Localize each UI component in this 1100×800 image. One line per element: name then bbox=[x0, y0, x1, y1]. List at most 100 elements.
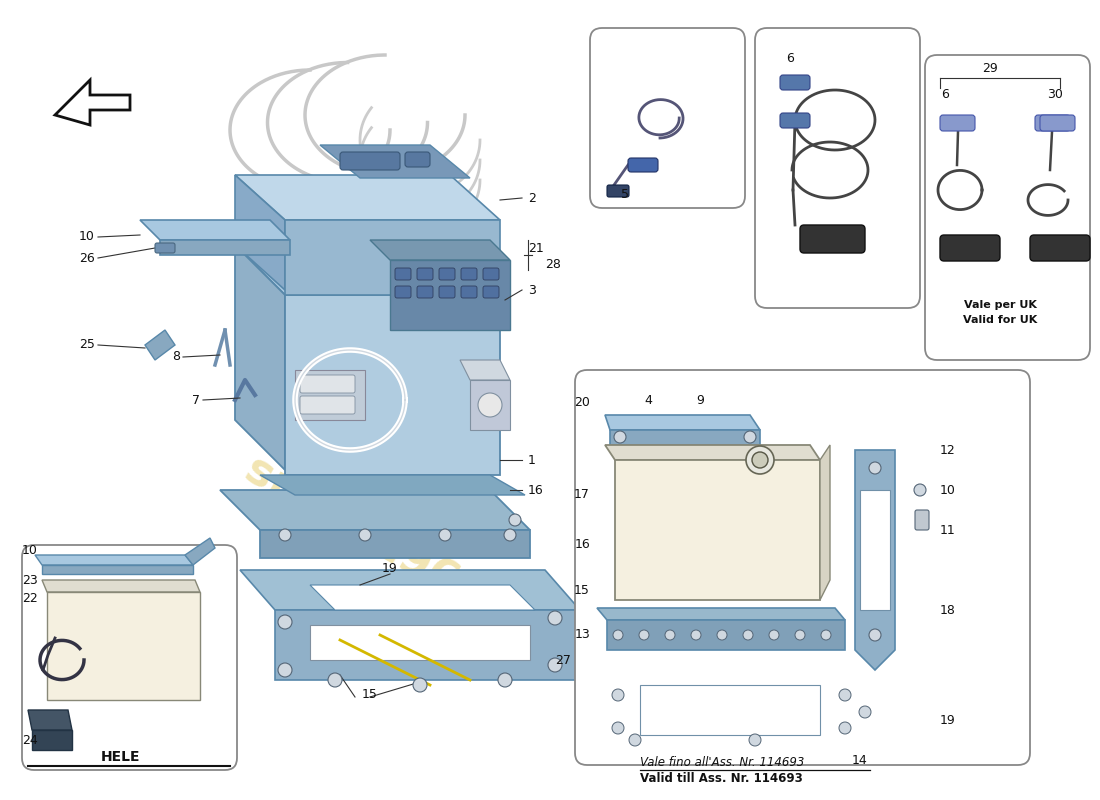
Polygon shape bbox=[32, 730, 72, 750]
FancyBboxPatch shape bbox=[483, 286, 499, 298]
Circle shape bbox=[795, 630, 805, 640]
FancyBboxPatch shape bbox=[405, 152, 430, 167]
Polygon shape bbox=[47, 592, 200, 700]
Polygon shape bbox=[310, 625, 530, 660]
Text: 29: 29 bbox=[982, 62, 998, 74]
Polygon shape bbox=[240, 570, 580, 610]
Polygon shape bbox=[42, 580, 200, 592]
FancyBboxPatch shape bbox=[575, 370, 1030, 765]
Polygon shape bbox=[640, 685, 820, 735]
Circle shape bbox=[612, 689, 624, 701]
Polygon shape bbox=[28, 710, 72, 730]
Circle shape bbox=[278, 615, 292, 629]
Text: 6: 6 bbox=[942, 89, 949, 102]
Polygon shape bbox=[235, 175, 285, 290]
Polygon shape bbox=[285, 220, 500, 295]
Polygon shape bbox=[607, 620, 845, 650]
Circle shape bbox=[629, 734, 641, 746]
Text: 26: 26 bbox=[79, 251, 95, 265]
FancyBboxPatch shape bbox=[395, 286, 411, 298]
Text: 30: 30 bbox=[1047, 89, 1063, 102]
Text: 23: 23 bbox=[22, 574, 38, 586]
Text: 24: 24 bbox=[22, 734, 38, 746]
Polygon shape bbox=[285, 295, 500, 475]
FancyBboxPatch shape bbox=[940, 115, 975, 131]
Polygon shape bbox=[160, 240, 290, 255]
Text: 🐎: 🐎 bbox=[277, 285, 443, 555]
Text: 25: 25 bbox=[79, 338, 95, 351]
Text: 15: 15 bbox=[574, 583, 590, 597]
Text: Valid till Ass. Nr. 114693: Valid till Ass. Nr. 114693 bbox=[640, 771, 803, 785]
Text: 8: 8 bbox=[172, 350, 180, 363]
Polygon shape bbox=[370, 240, 510, 260]
Circle shape bbox=[328, 673, 342, 687]
Polygon shape bbox=[820, 445, 830, 600]
Text: 15: 15 bbox=[362, 689, 378, 702]
Polygon shape bbox=[260, 475, 525, 495]
Circle shape bbox=[691, 630, 701, 640]
Text: 14: 14 bbox=[852, 754, 868, 766]
Circle shape bbox=[744, 431, 756, 443]
FancyBboxPatch shape bbox=[1035, 115, 1070, 131]
FancyBboxPatch shape bbox=[340, 152, 400, 170]
Text: 13: 13 bbox=[574, 629, 590, 642]
Circle shape bbox=[439, 529, 451, 541]
Polygon shape bbox=[855, 450, 895, 670]
Polygon shape bbox=[605, 678, 880, 748]
Text: 12: 12 bbox=[940, 443, 956, 457]
Text: 10: 10 bbox=[79, 230, 95, 243]
Polygon shape bbox=[470, 380, 510, 430]
FancyBboxPatch shape bbox=[483, 268, 499, 280]
Polygon shape bbox=[42, 565, 192, 574]
Circle shape bbox=[498, 673, 512, 687]
Circle shape bbox=[749, 734, 761, 746]
Polygon shape bbox=[235, 245, 285, 470]
Circle shape bbox=[839, 689, 851, 701]
Circle shape bbox=[869, 462, 881, 474]
Text: 19: 19 bbox=[940, 714, 956, 726]
Text: 10: 10 bbox=[940, 483, 956, 497]
FancyBboxPatch shape bbox=[417, 268, 433, 280]
Circle shape bbox=[769, 630, 779, 640]
FancyBboxPatch shape bbox=[417, 286, 433, 298]
Polygon shape bbox=[140, 220, 290, 240]
Circle shape bbox=[752, 452, 768, 468]
FancyBboxPatch shape bbox=[590, 28, 745, 208]
FancyBboxPatch shape bbox=[780, 75, 810, 90]
FancyBboxPatch shape bbox=[461, 268, 477, 280]
Text: 19: 19 bbox=[382, 562, 398, 574]
Polygon shape bbox=[615, 460, 820, 600]
FancyBboxPatch shape bbox=[300, 375, 355, 393]
Circle shape bbox=[412, 678, 427, 692]
Text: 5: 5 bbox=[621, 189, 629, 202]
Circle shape bbox=[548, 658, 562, 672]
Polygon shape bbox=[235, 245, 500, 295]
Text: 6: 6 bbox=[786, 51, 794, 65]
FancyBboxPatch shape bbox=[755, 28, 920, 308]
Polygon shape bbox=[460, 360, 510, 380]
Circle shape bbox=[614, 431, 626, 443]
Text: 22: 22 bbox=[22, 591, 38, 605]
Text: 9: 9 bbox=[696, 394, 704, 406]
Polygon shape bbox=[35, 555, 192, 565]
Text: 11: 11 bbox=[940, 523, 956, 537]
Text: ferrari: ferrari bbox=[807, 255, 833, 265]
Circle shape bbox=[612, 722, 624, 734]
Text: 1: 1 bbox=[528, 454, 536, 466]
Text: 10: 10 bbox=[22, 543, 38, 557]
Polygon shape bbox=[275, 610, 580, 680]
Polygon shape bbox=[145, 330, 175, 360]
Polygon shape bbox=[320, 145, 470, 178]
FancyBboxPatch shape bbox=[940, 235, 1000, 261]
FancyBboxPatch shape bbox=[628, 158, 658, 172]
Circle shape bbox=[859, 706, 871, 718]
Polygon shape bbox=[220, 490, 530, 530]
Polygon shape bbox=[55, 80, 130, 125]
FancyBboxPatch shape bbox=[1040, 115, 1075, 131]
Text: 16: 16 bbox=[574, 538, 590, 551]
Text: 4: 4 bbox=[645, 394, 652, 406]
Circle shape bbox=[639, 630, 649, 640]
Polygon shape bbox=[590, 660, 880, 678]
Circle shape bbox=[869, 629, 881, 641]
Circle shape bbox=[742, 630, 754, 640]
